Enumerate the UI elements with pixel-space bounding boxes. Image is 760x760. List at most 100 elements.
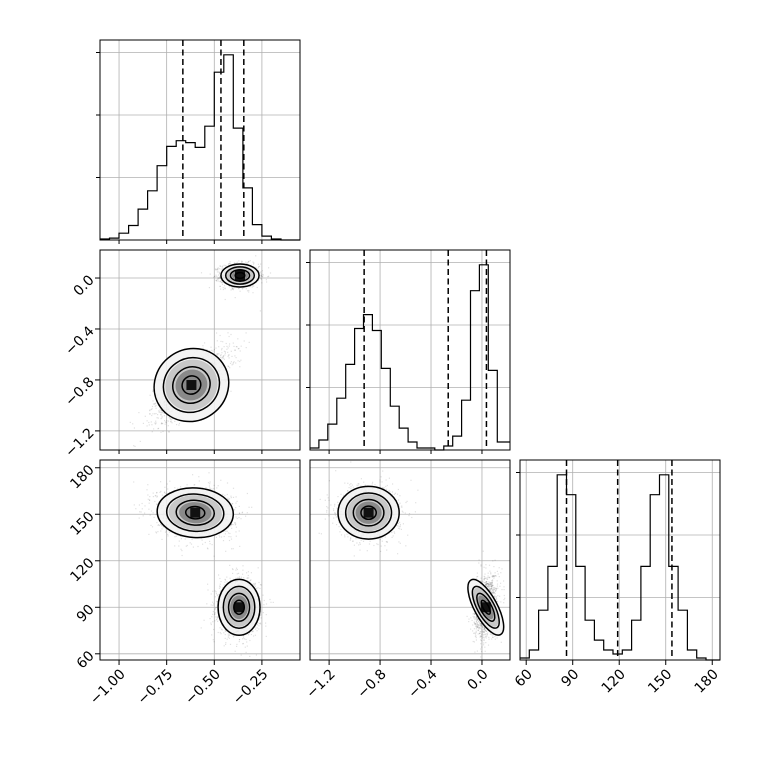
scatter-point <box>257 267 260 269</box>
scatter-point <box>157 414 159 416</box>
scatter-point <box>216 353 218 355</box>
scatter-point <box>253 584 255 586</box>
scatter-point <box>265 279 267 281</box>
scatter-point <box>211 349 213 351</box>
scatter-point <box>236 500 238 502</box>
scatter-point <box>212 601 214 603</box>
scatter-point <box>227 365 229 367</box>
scatter-point <box>161 494 163 496</box>
scatter-point <box>154 402 157 404</box>
scatter-point <box>227 354 230 356</box>
scatter-point <box>222 267 224 269</box>
scatter-point <box>255 255 257 257</box>
scatter-point <box>230 536 232 538</box>
panel-frame <box>519 459 721 661</box>
scatter-point <box>262 594 264 596</box>
scatter-point <box>215 269 217 271</box>
scatter-point <box>197 545 199 548</box>
scatter-point <box>170 418 172 420</box>
scatter-point <box>164 486 166 488</box>
scatter-point <box>167 420 170 422</box>
scatter-point <box>265 614 267 616</box>
scatter-point <box>227 264 229 266</box>
scatter-point <box>218 353 220 355</box>
scatter-point <box>235 362 237 364</box>
scatter-point <box>212 603 215 605</box>
scatter-point <box>215 279 217 281</box>
scatter-point <box>139 511 141 513</box>
contour-line <box>224 266 256 285</box>
scatter-point <box>217 268 219 270</box>
scatter-point <box>242 569 244 571</box>
scatter-point <box>218 273 221 275</box>
scatter-point <box>219 280 221 282</box>
scatter-point <box>221 356 223 358</box>
scatter-point <box>227 636 229 638</box>
histogram-grid-1 <box>100 40 300 240</box>
scatter-point <box>216 616 218 618</box>
scatter-point <box>151 424 153 426</box>
scatter-point <box>138 517 140 519</box>
scatter-point <box>248 634 250 636</box>
scatter-point <box>186 484 188 486</box>
scatter-point <box>238 576 241 578</box>
scatter-point <box>151 408 153 410</box>
scatter-point <box>161 410 163 412</box>
scatter-point <box>224 634 226 636</box>
scatter-point <box>238 287 240 290</box>
scatter-point <box>242 643 244 645</box>
scatter-point <box>226 581 228 583</box>
scatter-point <box>180 535 182 537</box>
scatter-point <box>259 271 261 274</box>
scatter-point <box>250 633 252 636</box>
scatter-point <box>223 264 225 266</box>
scatter-point <box>214 608 216 611</box>
scatter-point <box>267 276 269 278</box>
scatter-point <box>223 358 225 360</box>
scatter-point <box>235 507 237 509</box>
scatter-point <box>248 341 250 343</box>
scatter-point <box>222 288 224 291</box>
scatter-point <box>155 413 157 415</box>
scatter-point <box>216 340 218 342</box>
scatter-point <box>220 479 222 481</box>
scatter-point <box>210 623 212 626</box>
scatter-point <box>178 545 180 547</box>
scatter-point <box>207 583 209 585</box>
scatter-point <box>245 651 247 653</box>
scatter-point <box>258 618 260 620</box>
contour-line <box>172 366 211 405</box>
scatter-point <box>261 282 263 284</box>
scatter-point <box>171 422 173 424</box>
scatter-point <box>161 423 163 425</box>
scatter-point <box>133 481 135 483</box>
scatter-point <box>246 263 248 265</box>
scatter-point <box>240 345 242 347</box>
scatter-point <box>260 584 262 586</box>
scatter-point <box>221 281 223 283</box>
scatter-point <box>158 524 161 527</box>
scatter-point <box>258 265 261 267</box>
scatter-point <box>156 495 158 497</box>
scatter-point <box>252 285 254 287</box>
scatter-point <box>236 643 238 645</box>
scatter-point <box>249 655 251 657</box>
scatter-point <box>237 348 239 350</box>
scatter-point <box>261 270 263 272</box>
scatter-point <box>265 625 267 627</box>
scatter-point <box>235 496 237 498</box>
scatter-point <box>150 408 153 411</box>
scatter-point <box>260 263 262 265</box>
scatter-point <box>149 410 151 412</box>
scatter-point <box>192 474 194 476</box>
scatter-point <box>217 277 219 279</box>
scatter-point <box>223 584 225 586</box>
scatter-point <box>229 577 231 579</box>
scatter-point <box>269 598 271 601</box>
scatter-point <box>160 411 162 414</box>
contour-line <box>162 356 221 414</box>
scatter-point <box>224 352 226 354</box>
scatter-point <box>261 275 263 277</box>
scatter-point <box>228 263 230 265</box>
scatter-point <box>229 362 232 364</box>
